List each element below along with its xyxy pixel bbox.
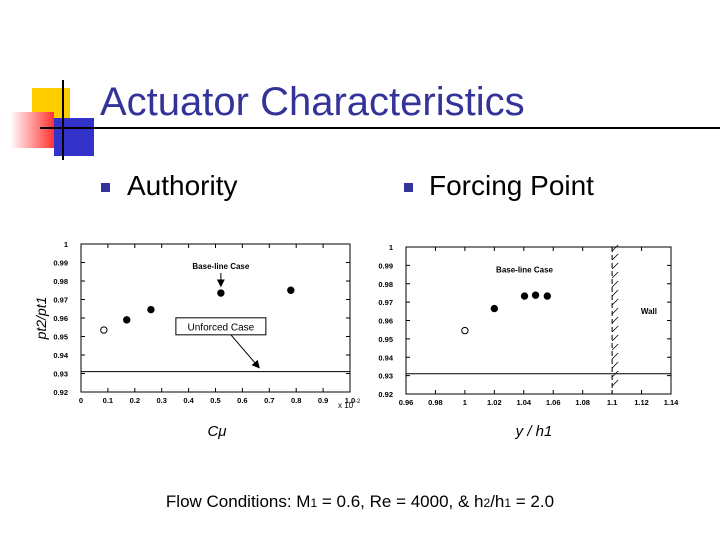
deco-vertical-line <box>62 80 64 160</box>
x-tick-label: 0.98 <box>428 398 443 407</box>
x-tick-label: 1 <box>463 398 467 407</box>
wall-hatch <box>611 352 619 360</box>
y-tick-label: 0.93 <box>53 370 68 379</box>
wall-hatch <box>611 343 619 351</box>
wall-hatch <box>611 244 619 252</box>
footer-m-sub: 1 <box>310 496 318 510</box>
y-tick-label: 0.96 <box>53 314 68 323</box>
x-tick-label: 0 <box>79 396 83 405</box>
y-tick-label: 0.92 <box>53 388 68 397</box>
x-tick-label: 1.02 <box>487 398 502 407</box>
annotation-label: Base-line Case <box>192 262 249 271</box>
y-tick-label: 0.98 <box>53 277 68 286</box>
annotation-label: Base-line Case <box>496 266 553 275</box>
y-tick-label: 0.94 <box>53 351 68 360</box>
data-point-filled <box>531 291 540 299</box>
y-tick-label: 0.96 <box>378 317 393 326</box>
wall-hatch <box>611 262 619 270</box>
bullet-marker-2 <box>404 183 413 192</box>
x-tick-label: 0.3 <box>156 396 166 405</box>
footer-suffix: = 2.0 <box>511 492 555 511</box>
y-tick-label: 1 <box>389 243 393 252</box>
y-tick-label: 0.99 <box>378 261 393 270</box>
x-tick-label: 0.5 <box>210 396 220 405</box>
data-point-filled <box>287 286 295 294</box>
x-tick-label: 0.2 <box>130 396 140 405</box>
x-tick-label: 0.8 <box>291 396 301 405</box>
annotation-label: Wall <box>641 307 657 316</box>
y-tick-label: 0.97 <box>378 298 393 307</box>
wall-hatch <box>611 370 619 378</box>
wall-hatch <box>611 289 619 297</box>
wall-hatch <box>611 379 619 387</box>
data-point-open <box>100 326 108 334</box>
x-tick-label: 1.14 <box>664 398 679 407</box>
data-point-filled <box>147 305 155 314</box>
x-tick-label: 0.1 <box>103 396 113 405</box>
data-point-open <box>461 326 469 335</box>
bullet-authority: Authority <box>127 170 238 201</box>
y-tick-label: 0.95 <box>53 333 68 342</box>
data-point-filled <box>543 292 552 300</box>
y-tick-label: 0.98 <box>378 280 393 289</box>
wall-hatch <box>611 316 619 324</box>
x-tick-label: 0.7 <box>264 396 274 405</box>
chart-authority: 0 0.1 0.2 0.3 0.4 0.5 0.6 0.7 0.8 0.9 1.0 0.92 0.93 0… <box>33 240 361 440</box>
x-tick-label: 1.1 <box>607 398 617 407</box>
footer-slash: /h <box>490 492 505 511</box>
annotation-arrow <box>230 334 260 369</box>
y-tick-label: 0.95 <box>378 335 393 344</box>
y-tick-label: 0.93 <box>378 372 393 381</box>
deco-blue-square <box>54 118 94 156</box>
wall-hatch <box>611 325 619 333</box>
data-point-filled <box>123 316 131 324</box>
chart-forcing-point: 0.96 0.98 1 1.02 1.04 1.06 1.08 1.1 1.12 1.14 0.92… <box>378 243 679 440</box>
x-tick-label: 0.4 <box>183 396 194 405</box>
data-point-filled <box>520 292 529 300</box>
wall-hatch <box>611 361 619 369</box>
x-tick-label: 0.6 <box>237 396 247 405</box>
x-axis-label: Cμ <box>207 423 226 440</box>
x-tick-label: 1.06 <box>546 398 561 407</box>
x-tick-label: 1.08 <box>575 398 590 407</box>
wall-hatch <box>611 334 619 342</box>
x-axis-label: y / h1 <box>515 423 553 440</box>
footer-h2-sub: 2 <box>483 496 491 510</box>
footer-m-eq: = 0.6, Re = 4000, & h <box>317 492 484 511</box>
title-divider <box>40 127 720 129</box>
y-tick-label: 0.92 <box>378 390 393 399</box>
annotation-label: Unforced Case <box>188 322 255 333</box>
data-point-filled <box>490 304 499 313</box>
wall-hatch <box>611 271 619 279</box>
x-tick-label: 0.9 <box>318 396 328 405</box>
wall-hatch <box>611 280 619 288</box>
x-multiplier-exponent: -2 <box>355 399 361 405</box>
flow-conditions-caption: Flow Conditions: M1 = 0.6, Re = 4000, & … <box>0 492 720 512</box>
y-tick-label: 0.97 <box>53 296 68 305</box>
wall-hatch <box>611 298 619 306</box>
bullet-marker-1 <box>101 183 110 192</box>
bullet-forcing-point: Forcing Point <box>429 170 594 201</box>
deco-red-square <box>10 112 54 148</box>
y-tick-label: 1 <box>64 240 68 249</box>
footer-h1-sub: 1 <box>504 496 512 510</box>
x-tick-label: 1.12 <box>634 398 649 407</box>
annotation-box <box>175 317 267 336</box>
data-point-filled <box>217 289 225 297</box>
y-axis-label: pt2/pt1 <box>33 297 49 341</box>
wall-hatch <box>611 253 619 261</box>
footer-prefix: Flow Conditions: M <box>165 492 311 511</box>
x-tick-label: 1.04 <box>516 398 531 407</box>
x-multiplier-label: x 10 <box>338 401 354 410</box>
slide-title: Actuator Characteristics <box>100 80 525 124</box>
x-tick-label: 1.0 <box>345 396 355 405</box>
x-tick-label: 0.96 <box>399 398 414 407</box>
wall-hatch <box>611 307 619 315</box>
y-tick-label: 0.99 <box>53 259 68 268</box>
y-tick-label: 0.94 <box>378 353 393 362</box>
